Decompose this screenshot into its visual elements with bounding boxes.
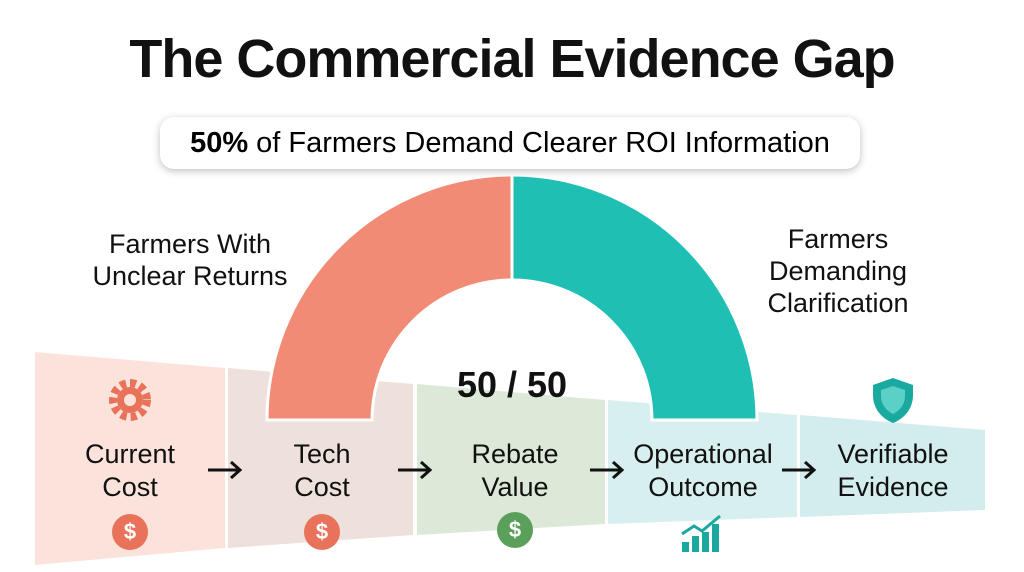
subtitle-highlight: 50% bbox=[190, 127, 249, 159]
segment-label: Farmers Demanding Clarification bbox=[767, 224, 909, 318]
dollar-icon: $ bbox=[304, 514, 340, 550]
subtitle-text: of Farmers Demand Clearer ROI Informatio… bbox=[256, 127, 830, 159]
step-label: Operational Outcome bbox=[633, 439, 773, 502]
shield-icon bbox=[873, 378, 913, 423]
step-label: Current Cost bbox=[84, 439, 176, 502]
growth-icon bbox=[681, 514, 721, 552]
svg-text:$: $ bbox=[316, 519, 328, 544]
step-label: Rebate Value bbox=[471, 439, 559, 502]
title: The Commercial Evidence Gap bbox=[129, 29, 895, 89]
gauge-segment bbox=[265, 173, 514, 422]
segment-label: Farmers With Unclear Returns bbox=[92, 229, 288, 291]
arrow bbox=[590, 460, 625, 480]
step-label: Tech Cost bbox=[293, 439, 351, 502]
subtitle-pill: 50% of Farmers Demand Clearer ROI Informa… bbox=[160, 117, 860, 169]
arrow bbox=[782, 460, 817, 480]
gear-icon bbox=[109, 379, 151, 421]
panel bbox=[608, 400, 797, 524]
center-label: 50 / 50 bbox=[456, 364, 568, 405]
step-label: Verifiable Evidence bbox=[837, 439, 949, 502]
svg-text:$: $ bbox=[509, 517, 521, 542]
gauge bbox=[265, 173, 759, 422]
panel bbox=[35, 352, 225, 565]
panel bbox=[417, 384, 605, 535]
dollar-icon: $ bbox=[112, 514, 148, 550]
arrow bbox=[208, 460, 243, 480]
panel bbox=[800, 415, 985, 517]
gauge-segment bbox=[510, 173, 759, 422]
dollar-icon: $ bbox=[497, 512, 533, 548]
arrows bbox=[208, 460, 817, 480]
svg-text:$: $ bbox=[124, 519, 136, 544]
arrow bbox=[398, 460, 433, 480]
